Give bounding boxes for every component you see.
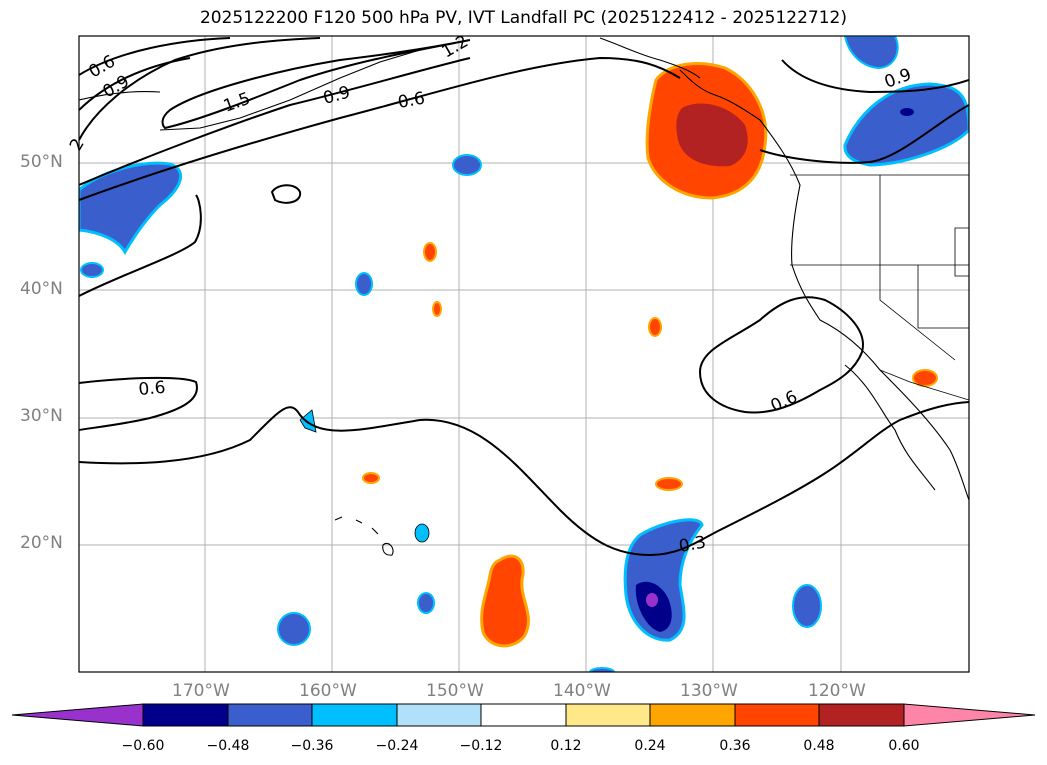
colorbar-tick: 0.12 [550, 738, 582, 754]
contour-0p6-mid-right [781, 59, 969, 94]
contour-label-0p9-b: 0.9 [321, 83, 352, 109]
neg-blob-s1 [417, 592, 435, 614]
coast-aleutian [159, 49, 421, 131]
contour-label-1p5: 1.5 [221, 89, 253, 117]
contour-0p9-ne [759, 104, 969, 164]
lon-tick-170w: 170°W [172, 681, 230, 701]
gridlines [79, 36, 969, 672]
contour-closed-small [270, 184, 302, 204]
colorbar-tick: −0.60 [121, 738, 165, 754]
neg-blob-mid3 [299, 409, 317, 433]
colorbar-swatch [818, 703, 905, 727]
contour-label-2: 2 [66, 135, 89, 154]
contour-0p6-big [79, 194, 202, 297]
colorbar-extend-high [903, 703, 1036, 727]
neg-blob-ne [843, 82, 969, 167]
border-ca-nv [879, 265, 956, 361]
neg-blob-mid1 [452, 154, 482, 176]
pos-blob-b [432, 301, 442, 317]
colorbar-tick: −0.36 [290, 738, 334, 754]
positive-anomalies [362, 62, 938, 648]
negative-anomalies [79, 36, 969, 672]
contour-0p6-mid [79, 56, 681, 201]
neg-core-ne [900, 108, 914, 116]
pos-blob-d [912, 369, 938, 387]
colorbar-tick: 0.48 [803, 738, 835, 754]
neg-blob-s2 [277, 612, 311, 646]
coast-bering [79, 91, 161, 101]
lat-tick-50n: 50°N [20, 152, 63, 172]
contour-2-top [79, 37, 321, 141]
pv-contours [79, 37, 969, 557]
lon-tick-150w: 150°W [426, 681, 484, 701]
pos-blob-g [480, 554, 530, 648]
colorbar-swatch [734, 703, 820, 727]
contour-label-0p6-sw: 0.6 [138, 378, 167, 400]
colorbar-tick: −0.24 [375, 738, 419, 754]
coast-alaska [599, 37, 701, 79]
colorbar-swatch [480, 703, 567, 727]
colorbar-tick: 0.24 [634, 738, 666, 754]
border-us-mex [879, 369, 969, 401]
contour-label-0p3: 0.3 [677, 533, 707, 557]
contour-label-0p6-b: 0.6 [396, 89, 426, 113]
lon-tick-160w: 160°W [299, 681, 357, 701]
neg-blob-nw [79, 161, 182, 255]
contour-0p3-long [79, 401, 969, 557]
map-frame [78, 35, 970, 673]
political-borders [790, 174, 969, 401]
lon-tick-130w: 130°W [680, 681, 738, 701]
neg-blob-bottom [589, 667, 615, 672]
colorbar-extend-low [11, 703, 144, 727]
neg-peak-south [646, 593, 658, 607]
pos-blob-a [423, 242, 437, 262]
colorbar-swatch [649, 703, 736, 727]
colorbar-swatch [396, 703, 482, 727]
neg-core-south [635, 581, 672, 632]
contour-1p5-loop [161, 39, 471, 130]
lat-tick-20n: 20°N [20, 533, 63, 553]
contour-0p6-se-loop [698, 296, 864, 414]
pos-blob-e [362, 472, 380, 484]
colorbar-tick: −0.12 [459, 738, 503, 754]
colorbar-tick: −0.48 [206, 738, 250, 754]
lon-tick-140w: 140°W [553, 681, 611, 701]
neg-blob-small-w [80, 262, 104, 278]
coastlines [79, 37, 969, 556]
pos-blob-f [655, 477, 683, 491]
border-az [917, 265, 969, 329]
contour-0p9-top [79, 57, 191, 111]
colorbar-tick: 0.36 [719, 738, 751, 754]
contour-labels: 0.6 0.9 2 1.5 0.9 1.2 0.6 0.9 0.6 0.6 0.… [66, 31, 914, 556]
contour-label-0p6-se: 0.6 [768, 387, 801, 417]
neg-blob-hawaii [414, 523, 430, 543]
coast-baja [844, 364, 936, 491]
colorbar-swatch [227, 703, 313, 727]
border-nv-ut [954, 227, 969, 277]
pos-core-pnw [676, 103, 748, 167]
pos-blob-c [648, 317, 662, 337]
lon-tick-120w: 120°W [808, 681, 866, 701]
colorbar-tick: 0.60 [888, 738, 920, 754]
colorbar-swatch [565, 703, 651, 727]
contour-0p6-sw [79, 376, 198, 431]
lat-tick-40n: 40°N [20, 279, 63, 299]
neg-blob-top-ne [843, 36, 899, 70]
contour-0p6-top [79, 37, 231, 76]
contour-0p9-mid [79, 57, 471, 186]
colorbar-swatch [311, 703, 398, 727]
neg-blob-mid2 [355, 272, 373, 296]
lat-tick-30n: 30°N [20, 406, 63, 426]
coast-hawaii [334, 516, 394, 556]
map-title: 2025122200 F120 500 hPa PV, IVT Landfall… [199, 8, 847, 28]
colorbar-swatch [142, 703, 229, 727]
colorbar [11, 703, 1036, 727]
neg-blob-se [792, 584, 822, 628]
